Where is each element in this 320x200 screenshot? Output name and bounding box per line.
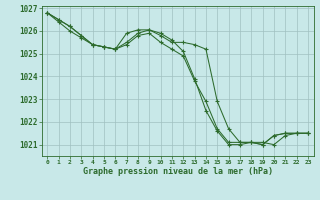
X-axis label: Graphe pression niveau de la mer (hPa): Graphe pression niveau de la mer (hPa): [83, 167, 273, 176]
